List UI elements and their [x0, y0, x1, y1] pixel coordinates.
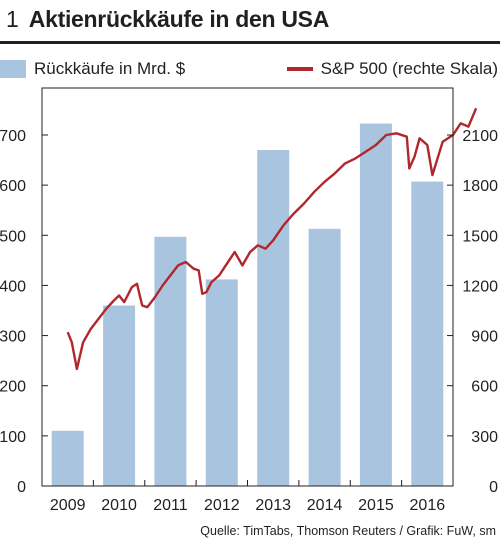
sp500-line — [66, 107, 478, 371]
right-axis: 0 300 600 900 1200 1500 1800 2100 — [447, 128, 498, 496]
x-tick-label-2013: 2013 — [255, 497, 291, 514]
left-axis: 0 100 200 300 400 500 600 700 — [0, 128, 48, 496]
left-tick-label-600: 600 — [0, 178, 26, 195]
line-group — [66, 107, 478, 371]
chart-title-row: 1 Aktienrückkäufe in den USA — [6, 6, 329, 42]
x-tick-label-2015: 2015 — [358, 497, 394, 514]
bar-2011 — [154, 236, 187, 486]
x-tick-label-2009: 2009 — [50, 497, 86, 514]
bar-2009 — [51, 430, 84, 486]
left-tick-label-300: 300 — [0, 329, 26, 346]
bar-2013 — [257, 150, 290, 486]
right-tick-label-900: 900 — [471, 329, 498, 346]
bar-2014 — [308, 228, 341, 487]
right-tick-label-300: 300 — [471, 429, 498, 446]
title-rule — [0, 41, 500, 44]
x-tick-label-2014: 2014 — [307, 497, 343, 514]
bar-2010 — [103, 305, 136, 486]
legend-line: S&P 500 (rechte Skala) — [286, 57, 498, 81]
x-tick-label-2010: 2010 — [101, 497, 137, 514]
left-tick-label-0: 0 — [17, 479, 26, 496]
bar-2016 — [411, 181, 444, 486]
bar-2015 — [359, 123, 392, 486]
left-tick-label-700: 700 — [0, 128, 26, 145]
right-tick-label-1800: 1800 — [462, 178, 498, 195]
figure-number: 1 — [6, 6, 19, 32]
legend-line-label: S&P 500 (rechte Skala) — [320, 59, 498, 78]
chart-title: Aktienrückkäufe in den USA — [28, 6, 330, 32]
right-tick-label-2100: 2100 — [462, 128, 498, 145]
legend-bars: Rückkäufe in Mrd. $ — [0, 57, 185, 81]
left-tick-label-500: 500 — [0, 228, 26, 245]
source-note: Quelle: TimTabs, Thomson Reuters / Grafi… — [200, 524, 496, 538]
right-tick-label-1500: 1500 — [462, 228, 498, 245]
x-tick-label-2012: 2012 — [204, 497, 240, 514]
x-tick-label-2016: 2016 — [410, 497, 446, 514]
right-tick-label-0: 0 — [489, 479, 498, 496]
left-tick-label-100: 100 — [0, 429, 26, 446]
right-tick-label-600: 600 — [471, 379, 498, 396]
bar-2012 — [205, 279, 238, 486]
x-axis: 2009 2010 2011 2012 2013 2014 2015 2016 — [50, 480, 445, 514]
legend-line-swatch — [286, 67, 313, 71]
left-tick-label-200: 200 — [0, 379, 26, 396]
bar-group — [51, 123, 444, 487]
legend-bars-label: Rückkäufe in Mrd. $ — [34, 59, 186, 78]
x-tick-label-2011: 2011 — [153, 497, 188, 514]
left-tick-label-400: 400 — [0, 278, 26, 295]
right-tick-label-1200: 1200 — [462, 278, 498, 295]
legend-bar-swatch — [0, 60, 26, 78]
